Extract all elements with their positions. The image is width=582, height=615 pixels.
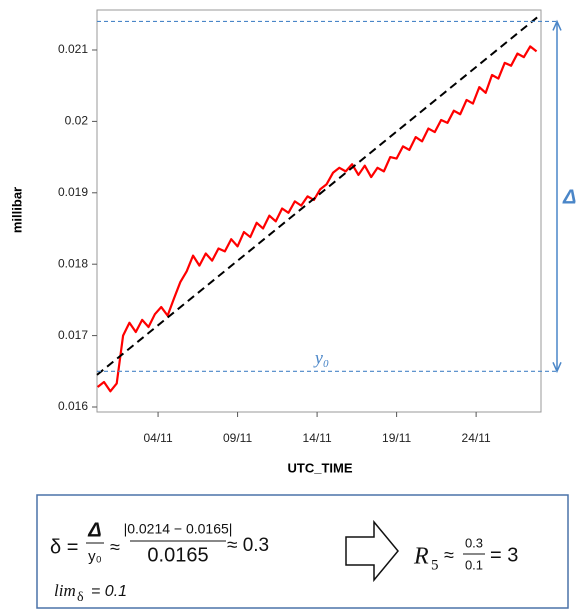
y-tick-label: 0.016: [58, 399, 88, 413]
arrow-icon: [345, 519, 399, 583]
delta-label: Δ: [562, 187, 576, 209]
y-tick-label: 0.019: [58, 185, 88, 199]
arrow-head: [552, 361, 562, 374]
formula-text: 0.0165: [147, 544, 208, 566]
formula-box: [36, 494, 569, 609]
x-tick-label: 14/11: [303, 431, 332, 445]
formula-text: δ =: [50, 536, 78, 558]
x-tick-label: 19/11: [382, 431, 411, 445]
y-tick-label: 0.018: [58, 256, 88, 270]
formula-text: 0.1: [465, 557, 483, 572]
formula-text: ≈ 0.3: [227, 535, 269, 556]
y-tick-label: 0.017: [58, 328, 88, 342]
formula-text: y₀: [88, 548, 102, 565]
formula-text: lim: [54, 581, 76, 600]
arrow-head: [552, 19, 562, 31]
formula-text: = 3: [490, 544, 518, 566]
y-tick-label: 0.02: [65, 114, 89, 128]
x-tick-label: 09/11: [223, 431, 252, 445]
formula-text: 5: [431, 557, 439, 573]
formula-text: |0.0214 − 0.0165|: [124, 521, 233, 537]
formula-text: = 0.1: [91, 583, 127, 600]
x-tick-label: 04/11: [143, 431, 172, 445]
formula-text: ≈: [444, 545, 454, 565]
data-line: [96, 45, 538, 393]
data-line: [96, 13, 542, 376]
formula-text: Δ: [87, 519, 101, 541]
y-axis-label: millibar: [9, 187, 24, 233]
y0-label: y₀: [313, 347, 329, 367]
x-axis-label: UTC_TIME: [288, 460, 353, 475]
y-tick-label: 0.021: [58, 42, 88, 56]
formula-text: δ: [77, 590, 84, 605]
formula-text: 0.3: [465, 535, 483, 550]
formula-text: R: [413, 544, 429, 570]
plot-frame: [96, 9, 542, 413]
formula-text: ≈: [110, 537, 120, 557]
x-tick-label: 24/11: [462, 431, 491, 445]
